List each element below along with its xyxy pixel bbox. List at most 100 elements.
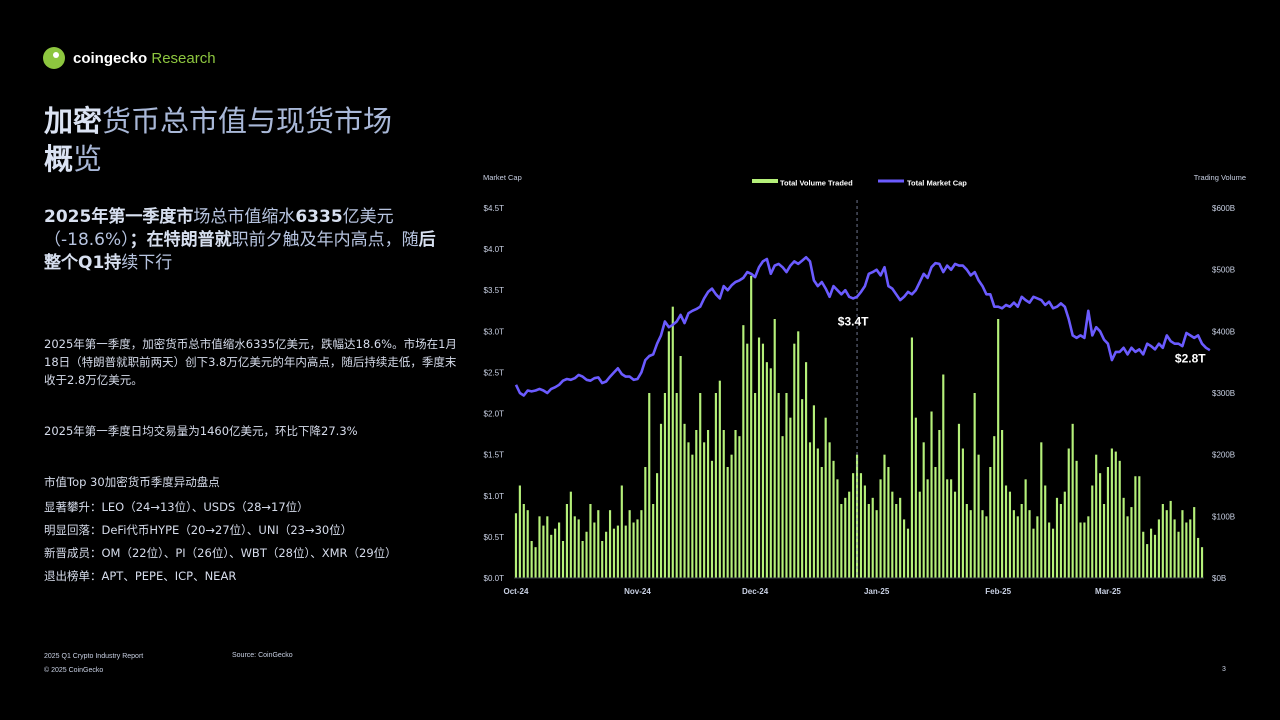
volume-bar (824, 417, 827, 578)
coingecko-logo: coingecko Research (43, 47, 216, 69)
volume-bar (530, 541, 533, 578)
volume-bar (950, 479, 953, 578)
volume-bar (1110, 448, 1113, 578)
headline-part: 续下行 (121, 253, 173, 273)
volume-bar (785, 393, 788, 578)
volume-bar (777, 393, 780, 578)
headline-part: 场总市值缩水 (193, 207, 296, 227)
volume-bar (683, 423, 686, 578)
volume-bar (1051, 528, 1055, 578)
volume-bar (589, 504, 592, 578)
right-tick-label: $600B (1212, 204, 1235, 213)
volume-bar (875, 510, 878, 578)
volume-bar (1032, 528, 1035, 578)
volume-bar (581, 541, 584, 578)
volume-bar (836, 479, 839, 578)
volume-bar (946, 479, 949, 578)
volume-bar (706, 430, 710, 578)
annotation-label: $3.4T (838, 314, 869, 328)
volume-bar (879, 479, 882, 578)
headline: 2025年第一季度市场总市值缩水6335亿美元（-18.6%）；在特朗普就职前夕… (44, 206, 444, 275)
volume-bar (608, 510, 612, 578)
volume-bar (957, 423, 961, 578)
volume-bar (644, 467, 647, 578)
volume-bar (726, 467, 729, 578)
legend-market-cap-swatch (878, 179, 904, 183)
volume-bar (585, 531, 588, 578)
volume-bar (648, 393, 651, 578)
list-item: 明显回落：DeFi代币HYPE（20→27位）、UNI（23→30位） (44, 523, 353, 537)
volume-bar (1173, 519, 1176, 578)
volume-bar (679, 356, 682, 578)
right-tick-label: $200B (1212, 451, 1235, 460)
volume-bar (628, 510, 631, 578)
volume-bar (926, 479, 929, 578)
source-note: Source: CoinGecko (232, 652, 293, 659)
volume-bar (891, 491, 894, 578)
brand-name: coingecko (73, 49, 148, 67)
movers-title: 市值Top 30加密货币季度异动盘点 (44, 475, 220, 489)
volume-bar (1036, 516, 1039, 578)
volume-bar (1004, 485, 1008, 578)
list-item: 新晋成员：OM（22位）、PI（26位）、WBT（28位）、XMR（29位） (44, 546, 397, 560)
volume-bar (859, 473, 863, 578)
volume-bar (577, 519, 580, 578)
page-number: 3 (1222, 666, 1226, 673)
volume-bar (1200, 547, 1204, 578)
headline-part: 亿美元（-18.6%） (44, 207, 394, 250)
volume-bar (667, 331, 670, 578)
volume-bar (1169, 500, 1172, 578)
volume-bar (632, 522, 635, 578)
volume-bar (1157, 519, 1160, 578)
list-item: 退出榜单：APT、PEPE、ICP、NEAR (44, 569, 237, 583)
volume-bar (1161, 504, 1164, 578)
volume-bar (722, 430, 725, 578)
right-tick-label: $0B (1212, 574, 1226, 583)
volume-bar (1146, 544, 1149, 578)
volume-bar (746, 343, 749, 578)
volume-bar (1130, 507, 1133, 578)
volume-bar (1075, 460, 1078, 578)
volume-bar (969, 510, 972, 578)
volume-bar (1142, 531, 1145, 578)
volume-bar (738, 436, 741, 578)
volume-bar (820, 467, 823, 578)
left-tick-label: $4.5T (484, 204, 505, 213)
headline-part: ；在特朗普就 (129, 230, 232, 250)
volume-bar (1193, 507, 1196, 578)
volume-bar (773, 319, 776, 578)
volume-bar (863, 485, 866, 578)
legend-volume-swatch (752, 179, 778, 183)
x-tick-label: Jan-25 (864, 587, 890, 596)
volume-bar (899, 497, 902, 578)
volume-bar (989, 467, 992, 578)
volume-bar (761, 343, 765, 578)
volume-bar (852, 473, 855, 578)
left-tick-label: $2.0T (484, 410, 505, 419)
volume-bar (1126, 516, 1129, 578)
volume-bar (1122, 497, 1125, 578)
volume-bar (687, 442, 690, 578)
volume-bar (934, 467, 937, 578)
volume-bar (922, 442, 925, 578)
left-tick-label: $0.0T (484, 574, 505, 583)
volume-bar (812, 405, 815, 578)
volume-bar (1165, 510, 1168, 578)
volume-bar (1040, 442, 1043, 578)
volume-bar (1067, 448, 1070, 578)
page-title: 加密货币总市值与现货市场 概览 (44, 102, 444, 178)
volume-bar (832, 460, 835, 578)
volume-bar (906, 528, 910, 578)
volume-bar (1016, 516, 1019, 578)
volume-bar (593, 522, 596, 578)
volume-bar (1181, 510, 1184, 578)
market-cap-line (514, 256, 1211, 397)
volume-bar (1118, 460, 1121, 578)
volume-bar (942, 374, 945, 578)
volume-bar (1134, 476, 1137, 578)
volume-bar (930, 411, 933, 578)
volume-bar (703, 442, 706, 578)
volume-bar (601, 541, 604, 578)
volume-bar (883, 454, 886, 578)
volume-bar (977, 454, 980, 578)
